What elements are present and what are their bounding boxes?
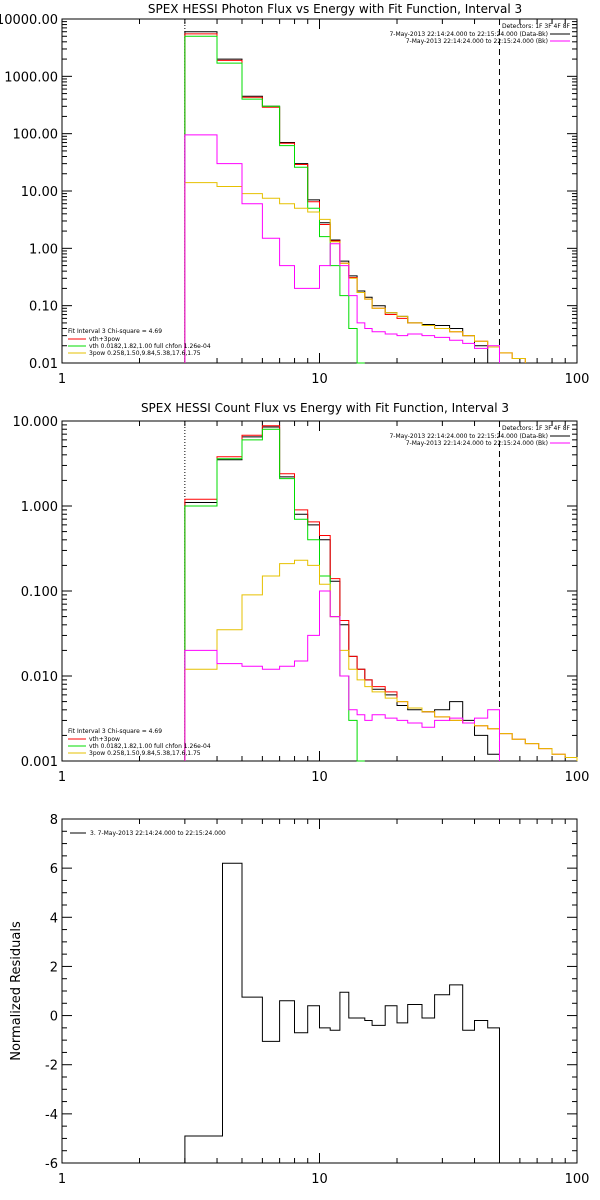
panel1-series-bk — [184, 134, 500, 363]
panel1-title: SPEX HESSI Photon Flux vs Energy with Fi… — [148, 2, 522, 16]
panel2-legend-left-entry-0: vth+3pow — [89, 736, 120, 743]
panel-count-flux: SPEX HESSI Count Flux vs Energy with Fit… — [13, 401, 590, 785]
panel1-y-tick-label: 1000.00 — [4, 70, 58, 85]
panel1-legend-right-entry-0: 7-May-2013 22:14:24.000 to 22:15:24.000 … — [389, 31, 548, 38]
panel3-y-ticks: -6 -4 -2 0 2 4 6 8 — [45, 813, 577, 1172]
panel1-x-tick-label: 1 — [58, 372, 66, 387]
panel2-legend-right-header: Detectors: 1F 3F 4F 8F — [502, 425, 571, 432]
panel2-legend-left-header: Fit Interval 3 Chi-square = 4.69 — [68, 728, 162, 735]
panel2-series-3pow — [184, 559, 578, 761]
panel3-x-tick-label: 1 — [58, 1172, 66, 1187]
panel-photon-flux: SPEX HESSI Photon Flux vs Energy with Fi… — [0, 2, 589, 387]
panel3-y-tick-label: -2 — [45, 1059, 58, 1074]
panel1-y-tick-label: 100.00 — [13, 128, 59, 143]
panel1-legend-left-header: Fit Interval 3 Chi-square = 4.69 — [68, 328, 162, 335]
panel3-y-tick-label: 6 — [50, 862, 58, 877]
panel2-legend-right-entry-0: 7-May-2013 22:14:24.000 to 22:15:24.000 … — [389, 433, 548, 440]
panel3-series-residuals — [184, 862, 500, 1163]
panel2-x-ticks: 1 10 100 — [58, 421, 590, 785]
panel1-x-tick-label: 10 — [311, 372, 328, 387]
panel1-legend-left-entry-2: 3pow 0.258,1.50,9.84,5.38,17.6,1.75 — [89, 350, 201, 357]
panel2-vlines — [184, 421, 500, 761]
panel2-y-ticks: 0.001 0.010 0.100 1.000 10.000 — [13, 415, 577, 770]
panel2-y-tick-label: 0.010 — [21, 670, 58, 685]
panel3-legend: 3. 7-May-2013 22:14:24.000 to 22:15:24.0… — [70, 830, 226, 837]
panel2-y-tick-label: 10.000 — [13, 415, 59, 430]
panel3-y-tick-label: -4 — [45, 1108, 58, 1123]
panel2-y-tick-label: 0.100 — [21, 585, 58, 600]
panel2-x-tick-label: 100 — [565, 770, 590, 785]
panel1-legend-right-header: Detectors: 1F 3F 4F 8F — [502, 23, 571, 30]
panel1-series — [184, 31, 526, 364]
panel2-series-bk — [184, 590, 500, 761]
panel2-y-tick-label: 0.001 — [21, 755, 58, 770]
panel1-series-3pow — [184, 182, 526, 363]
panel3-y-axis-label: Normalized Residuals — [9, 921, 24, 1061]
panel3-y-tick-label: 0 — [50, 1010, 58, 1025]
panel2-title: SPEX HESSI Count Flux vs Energy with Fit… — [141, 401, 509, 415]
panel1-y-tick-label: 1.00 — [29, 242, 58, 257]
panel1-legend-left-entry-0: vth+3pow — [89, 336, 120, 343]
panel2-x-tick-label: 10 — [311, 770, 328, 785]
panel3-legend-entry-0: 3. 7-May-2013 22:14:24.000 to 22:15:24.0… — [90, 830, 226, 837]
panel3-series — [184, 862, 500, 1163]
panel1-legend-left: Fit Interval 3 Chi-square = 4.69 vth+3po… — [68, 328, 211, 357]
panel1-x-ticks: 1 10 100 — [58, 19, 590, 387]
panel1-y-tick-label: 0.01 — [29, 357, 58, 372]
panel2-legend-left-entry-2: 3pow 0.258,1.50,9.84,5.38,17.6,1.75 — [89, 750, 201, 757]
panel2-legend-right-entry-1: 7-May-2013 22:14:24.000 to 22:15:24.000 … — [406, 440, 548, 447]
panel3-x-tick-label: 10 — [311, 1172, 328, 1187]
panel1-legend-left-entry-1: vth 0.0182,1.82,1.00 full chfon 1.26e-04 — [89, 343, 211, 350]
panel2-legend-right: Detectors: 1F 3F 4F 8F 7-May-2013 22:14:… — [389, 425, 570, 447]
panel1-y-tick-label: 0.10 — [29, 300, 58, 315]
panel1-x-tick-label: 100 — [565, 372, 590, 387]
panel1-y-ticks: 0.01 0.10 1.00 10.00 100.00 1000.00 10000.00 — [0, 13, 577, 372]
panel2-y-tick-label: 1.000 — [21, 500, 58, 515]
panel2-series — [184, 425, 578, 762]
panel1-legend-right-entry-1: 7-May-2013 22:14:24.000 to 22:15:24.000 … — [406, 38, 548, 45]
panel3-y-tick-label: 4 — [50, 911, 58, 926]
panel2-x-tick-label: 1 — [58, 770, 66, 785]
panel1-y-tick-label: 10.00 — [21, 185, 58, 200]
panel3-y-tick-label: 8 — [50, 813, 58, 828]
panel3-y-tick-label: -6 — [45, 1157, 58, 1172]
panel3-y-tick-label: 2 — [50, 960, 58, 975]
panel2-legend-left-entry-1: vth 0.0182,1.82,1.00 full chfon 1.26e-04 — [89, 743, 211, 750]
panel1-legend-right: Detectors: 1F 3F 4F 8F 7-May-2013 22:14:… — [389, 23, 570, 45]
panel1-y-tick-label: 10000.00 — [0, 13, 58, 28]
panel3-x-tick-label: 100 — [565, 1172, 590, 1187]
panel2-legend-left: Fit Interval 3 Chi-square = 4.69 vth+3po… — [68, 728, 211, 757]
